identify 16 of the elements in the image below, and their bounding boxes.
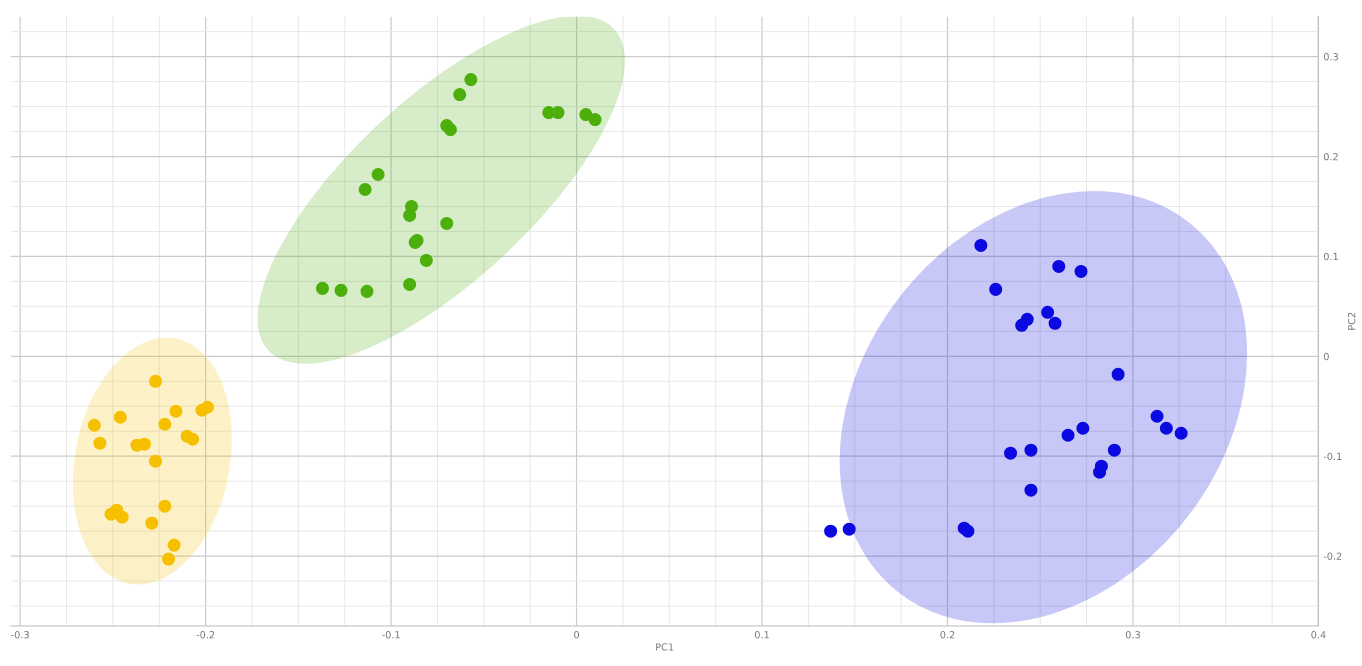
y-tick-label: -0.2 xyxy=(1323,552,1342,560)
y-tick-label: -0.1 xyxy=(1323,452,1342,461)
x-tick-label: 0.1 xyxy=(754,631,769,639)
x-tick-label: 0.4 xyxy=(1311,631,1326,639)
y-tick-label: 0.1 xyxy=(1323,252,1338,261)
x-tick-label: -0.3 xyxy=(11,631,29,639)
y-tick-label: 0.3 xyxy=(1323,53,1338,61)
y-axis-title: PC2 xyxy=(1347,312,1356,330)
x-tick-label: -0.2 xyxy=(196,631,215,639)
x-tick-label: 0 xyxy=(574,631,580,639)
y-tick-label: 0 xyxy=(1323,352,1329,361)
x-tick-label: 0.2 xyxy=(940,631,955,639)
x-axis-title: PC1 xyxy=(656,643,674,651)
x-tick-label: -0.1 xyxy=(382,631,400,639)
x-tick-label: 0.3 xyxy=(1125,631,1140,639)
y-tick-label: 0.2 xyxy=(1323,152,1338,161)
